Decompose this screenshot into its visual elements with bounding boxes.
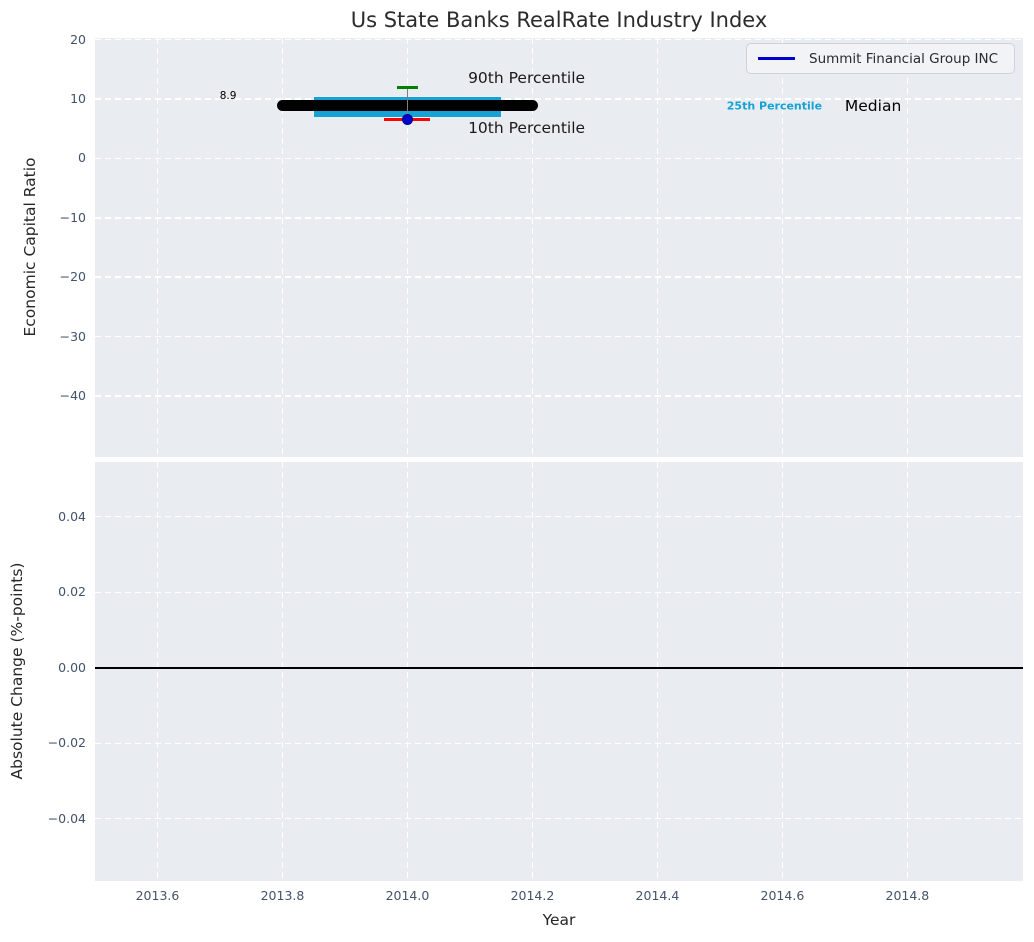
x-tick-label: 2014.2 (510, 888, 555, 903)
y-tick-label: −0.04 (47, 810, 86, 826)
gridline-x (281, 462, 284, 881)
y-tick-label: 0 (78, 150, 86, 166)
x-tick-label: 2013.8 (260, 888, 305, 903)
gridline-y (95, 39, 1023, 41)
chart-title: Us State Banks RealRate Industry Index (350, 8, 768, 32)
gridline-x (781, 462, 784, 881)
legend: Summit Financial Group INC (746, 43, 1015, 74)
y-tick-label: −0.02 (47, 735, 86, 751)
zero-line (95, 666, 1023, 669)
y-tick-label: 0.02 (58, 584, 86, 600)
gridline-x (906, 38, 909, 457)
x-tick-label: 2014.4 (635, 888, 680, 903)
gridline-x (531, 462, 534, 881)
y-tick-label: −40 (59, 387, 86, 403)
annotation-p25-label: 25th Percentile (726, 99, 823, 113)
gridline-x (406, 38, 409, 457)
legend-label: Summit Financial Group INC (809, 50, 999, 67)
annotation-median-label: Median (844, 96, 902, 115)
gridline-x (656, 462, 659, 881)
gridline-x (156, 38, 159, 457)
y-tick-label: −10 (59, 209, 86, 225)
x-tick-label: 2014.0 (385, 888, 430, 903)
plot-area-top (95, 38, 1023, 457)
gridline-y (95, 157, 1023, 160)
y-tick-label: −20 (59, 269, 86, 285)
whisker-line (406, 87, 409, 120)
x-tick-label: 2014.6 (760, 888, 805, 903)
y-axis-label-bottom: Absolute Change (%-points) (8, 562, 26, 780)
gridline-x (156, 462, 159, 881)
p90-cap (396, 85, 418, 89)
x-axis-label: Year (542, 911, 576, 929)
y-axis-label-top: Economic Capital Ratio (21, 157, 39, 337)
gridline-x (906, 462, 909, 881)
gridline-y (95, 742, 1023, 744)
gridline-x (781, 38, 784, 457)
y-tick-label: −30 (59, 328, 86, 344)
y-tick-label: 10 (70, 91, 86, 107)
gridline-x (281, 38, 284, 457)
x-tick-label: 2014.8 (885, 888, 930, 903)
gridline-y (95, 276, 1023, 278)
gridline-y (95, 335, 1023, 338)
gridline-y (95, 98, 1023, 100)
gridline-y (95, 395, 1023, 397)
y-tick-label: 0.04 (58, 508, 86, 524)
x-tick-label: 2013.6 (135, 888, 180, 903)
annotation-p10-label: 10th Percentile (468, 119, 586, 138)
y-tick-label: 0.00 (58, 659, 86, 675)
gridline-y (95, 516, 1023, 518)
gridline-y (95, 217, 1023, 219)
company-point (401, 114, 413, 126)
gridline-y (95, 591, 1023, 593)
gridline-x (656, 38, 659, 457)
annotation-median-value-label: 8.9 (219, 90, 237, 103)
y-tick-label: 20 (70, 31, 86, 47)
plot-area-bottom (95, 462, 1023, 881)
gridline-x (531, 38, 534, 457)
legend-line-icon (758, 57, 795, 60)
gridline-y (95, 818, 1023, 820)
annotation-p90-label: 90th Percentile (468, 68, 586, 87)
gridline-x (406, 462, 409, 881)
